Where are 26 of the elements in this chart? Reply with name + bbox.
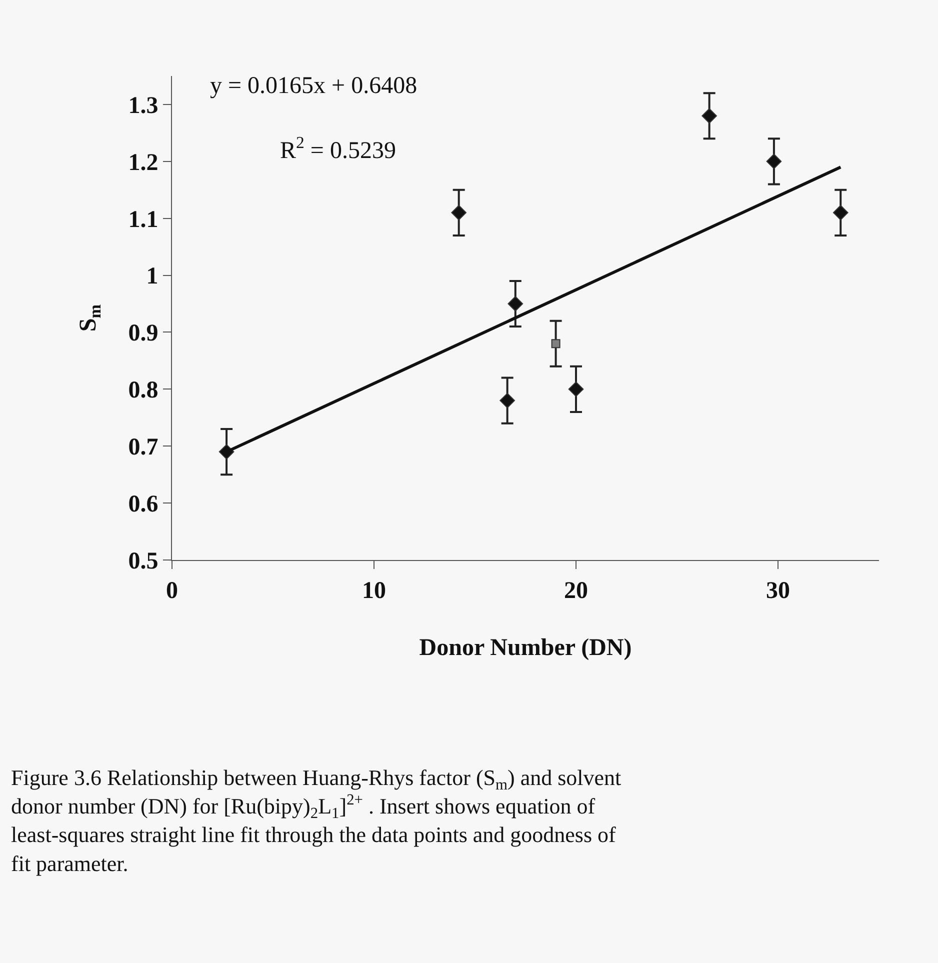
text: Figure 3.6 Relationship between Huang-Rhys factor (S$_{m}$) and solvent donor number (DN) for [Ru(bipy)$_{2}$L$_{1}$]$^{2+}$ . Insert shows equation of least-squares straight line fit through the data points and goodness of fit parameter. (11, 765, 622, 876)
y-tick-label: 0.6 (128, 491, 158, 518)
point (451, 205, 466, 220)
point (766, 154, 782, 170)
y-tick-label: 1.2 (128, 150, 158, 176)
y-tick-label: 0.7 (128, 434, 158, 461)
point (500, 392, 515, 408)
point (508, 296, 524, 312)
x-tick-label: 0 (166, 578, 178, 604)
point (568, 382, 584, 397)
point (702, 108, 717, 124)
point (551, 339, 560, 348)
x-tick-label: 10 (362, 578, 386, 604)
y-tick-label: 0.8 (128, 378, 158, 404)
y-tick-label: 1.3 (128, 92, 158, 119)
x-tick-label: 30 (766, 578, 790, 604)
annotation: R$^{2}$ = 0.5239 (280, 133, 396, 164)
y-tick-label: 1.1 (128, 206, 158, 233)
y-tick-label: 0.5 (128, 548, 158, 574)
annotation: y = 0.0165x + 0.6408 (210, 73, 418, 99)
y-tick-label: 0.9 (128, 320, 158, 347)
point (832, 205, 848, 220)
point (218, 444, 234, 460)
x-axis-title: Donor Number (DN) (419, 635, 632, 662)
x-tick-label: 20 (564, 578, 588, 604)
y-tick-label: 1 (146, 264, 158, 290)
